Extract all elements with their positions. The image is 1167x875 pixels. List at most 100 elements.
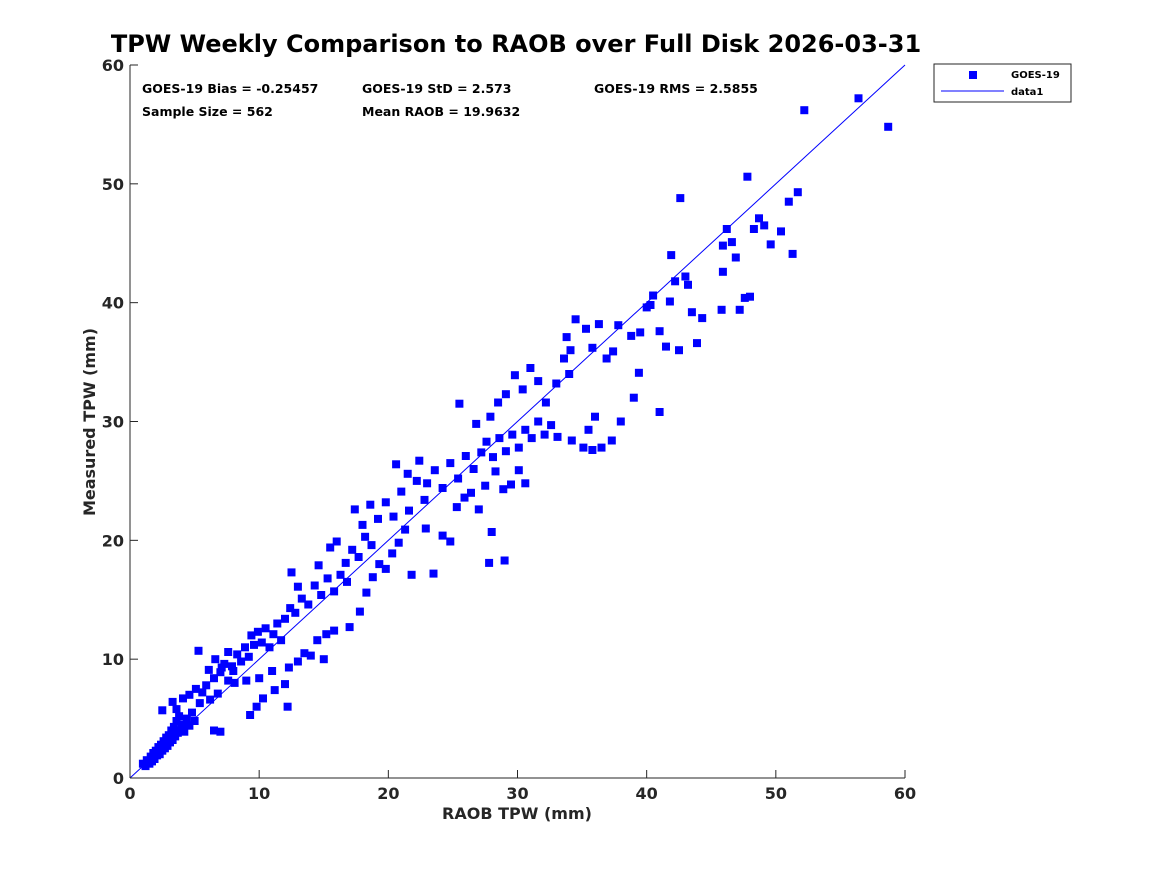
data-point-goes19 [423, 479, 432, 488]
data-point-goes19 [210, 726, 218, 735]
data-point-goes19 [257, 638, 266, 647]
data-point-goes19 [336, 570, 345, 579]
stat-std: GOES-19 StD = 2.573 [362, 81, 511, 96]
data-point-goes19 [317, 591, 326, 599]
data-point-goes19 [255, 674, 264, 683]
y-tick-label: 30 [102, 413, 124, 432]
data-point-goes19 [330, 587, 339, 596]
data-point-goes19 [681, 272, 690, 281]
data-point-goes19 [507, 480, 515, 489]
data-point-goes19 [487, 528, 496, 536]
series-line-data1 [129, 64, 906, 779]
data-point-goes19 [229, 667, 238, 675]
data-point-goes19 [355, 607, 364, 616]
data-point-goes19 [609, 347, 618, 356]
data-point-goes19 [306, 651, 315, 660]
data-point-goes19 [584, 425, 593, 434]
data-point-goes19 [314, 561, 323, 570]
data-point-goes19 [521, 479, 530, 488]
y-tick-label: 10 [102, 650, 124, 669]
data-point-goes19 [250, 640, 258, 649]
data-point-goes19 [616, 417, 625, 426]
data-point-goes19 [217, 663, 226, 672]
data-point-goes19 [191, 684, 200, 693]
data-point-goes19 [521, 425, 530, 434]
data-point-goes19 [283, 702, 292, 711]
data-point-goes19 [401, 525, 410, 534]
data-point-goes19 [310, 581, 319, 590]
data-point-goes19 [216, 668, 225, 677]
data-point-goes19 [368, 573, 377, 582]
legend-marker-goes19 [969, 71, 977, 79]
points-layer [138, 94, 893, 771]
data-point-goes19 [211, 655, 220, 664]
data-point-goes19 [743, 172, 752, 181]
data-point-goes19 [438, 531, 447, 540]
data-point-goes19 [501, 390, 510, 399]
data-point-goes19 [420, 495, 429, 504]
plot-area: 0 10 20 30 40 50 60 0 10 20 30 40 50 60 [102, 56, 916, 803]
stat-rms: GOES-19 RMS = 2.5855 [594, 81, 758, 96]
data-point-goes19 [675, 346, 683, 355]
data-point-goes19 [461, 452, 470, 460]
data-point-goes19 [740, 293, 749, 302]
data-point-goes19 [629, 393, 638, 402]
x-tick-label: 60 [894, 784, 916, 803]
data-point-goes19 [489, 453, 497, 462]
legend-box [933, 63, 1072, 103]
y-axis-label: Measured TPW (mm) [80, 328, 99, 516]
data-point-goes19 [477, 448, 486, 457]
data-point-goes19 [784, 197, 793, 206]
data-point-goes19 [326, 543, 335, 552]
data-point-goes19 [270, 686, 279, 695]
data-point-goes19 [452, 503, 461, 512]
data-point-goes19 [415, 456, 424, 465]
data-point-goes19 [655, 327, 664, 336]
data-point-goes19 [313, 636, 322, 645]
legend-label-data1: data1 [1011, 87, 1043, 98]
data-point-goes19 [348, 545, 357, 554]
data-point-goes19 [169, 722, 178, 731]
data-point-goes19 [185, 690, 194, 699]
data-point-goes19 [389, 512, 398, 521]
data-point-goes19 [407, 570, 416, 579]
data-point-goes19 [567, 436, 576, 445]
chart-title: TPW Weekly Comparison to RAOB over Full … [111, 30, 921, 58]
data-point-goes19 [286, 604, 295, 613]
data-point-goes19 [381, 564, 390, 573]
data-point-goes19 [760, 221, 769, 230]
data-point-goes19 [259, 694, 267, 703]
legend-label-goes19: GOES-19 [1011, 70, 1060, 81]
data-point-goes19 [566, 346, 575, 355]
data-point-goes19 [204, 665, 213, 674]
data-point-goes19 [800, 106, 809, 115]
data-point-goes19 [281, 614, 289, 623]
data-point-goes19 [268, 667, 277, 675]
data-point-goes19 [323, 574, 332, 583]
data-point-goes19 [230, 678, 239, 687]
data-point-goes19 [446, 459, 455, 468]
data-point-goes19 [361, 532, 370, 541]
data-point-goes19 [884, 122, 893, 131]
data-point-goes19 [284, 663, 293, 672]
data-point-goes19 [455, 399, 464, 408]
stat-sample-size: Sample Size = 562 [142, 104, 273, 119]
x-tick-label: 20 [377, 784, 399, 803]
data-point-goes19 [481, 481, 490, 490]
data-point-goes19 [421, 524, 430, 533]
data-point-goes19 [247, 631, 256, 640]
data-point-goes19 [501, 447, 510, 456]
data-point-goes19 [375, 560, 384, 569]
data-point-goes19 [392, 460, 401, 469]
data-point-goes19 [627, 331, 636, 340]
data-point-goes19 [571, 315, 580, 324]
data-point-goes19 [646, 301, 655, 309]
data-point-goes19 [253, 627, 262, 636]
data-point-goes19 [474, 505, 483, 514]
data-point-goes19 [665, 297, 674, 306]
data-point-goes19 [350, 505, 359, 514]
data-point-goes19 [777, 227, 785, 236]
data-point-goes19 [684, 280, 692, 289]
data-point-goes19 [500, 556, 509, 565]
